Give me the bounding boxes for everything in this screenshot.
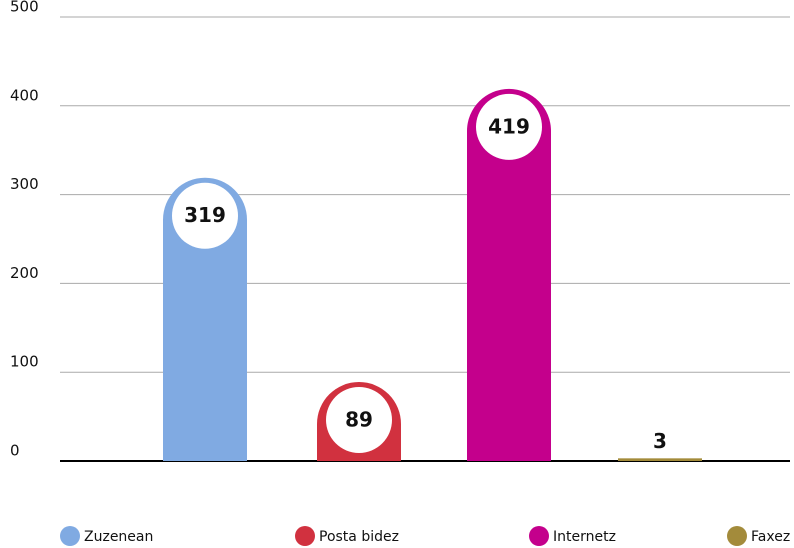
legend-marker: [727, 526, 747, 546]
legend-label: Zuzenean: [84, 529, 153, 545]
legend-marker: [529, 526, 549, 546]
bar: [618, 458, 702, 461]
y-tick-label: 300: [10, 175, 39, 193]
y-tick-label: 500: [10, 0, 39, 16]
bar: [163, 177, 247, 461]
legend-label: Posta bidez: [319, 529, 399, 545]
bar: [467, 88, 551, 462]
legend-marker: [60, 526, 80, 546]
value-badge: [172, 182, 238, 249]
y-tick-label: 200: [10, 264, 39, 282]
legend-label: Faxez: [751, 529, 790, 545]
value-label: 3: [653, 429, 667, 453]
value-badge: [476, 93, 542, 160]
y-tick-label: 400: [10, 86, 39, 104]
value-label: 89: [345, 407, 373, 431]
value-label: 319: [184, 203, 226, 227]
y-tick-label: 100: [10, 353, 39, 371]
value-label: 419: [488, 114, 530, 138]
legend-label: Internetz: [553, 529, 616, 545]
value-badge: [326, 386, 392, 453]
legend-marker: [295, 526, 315, 546]
y-tick-label: 0: [10, 442, 20, 460]
